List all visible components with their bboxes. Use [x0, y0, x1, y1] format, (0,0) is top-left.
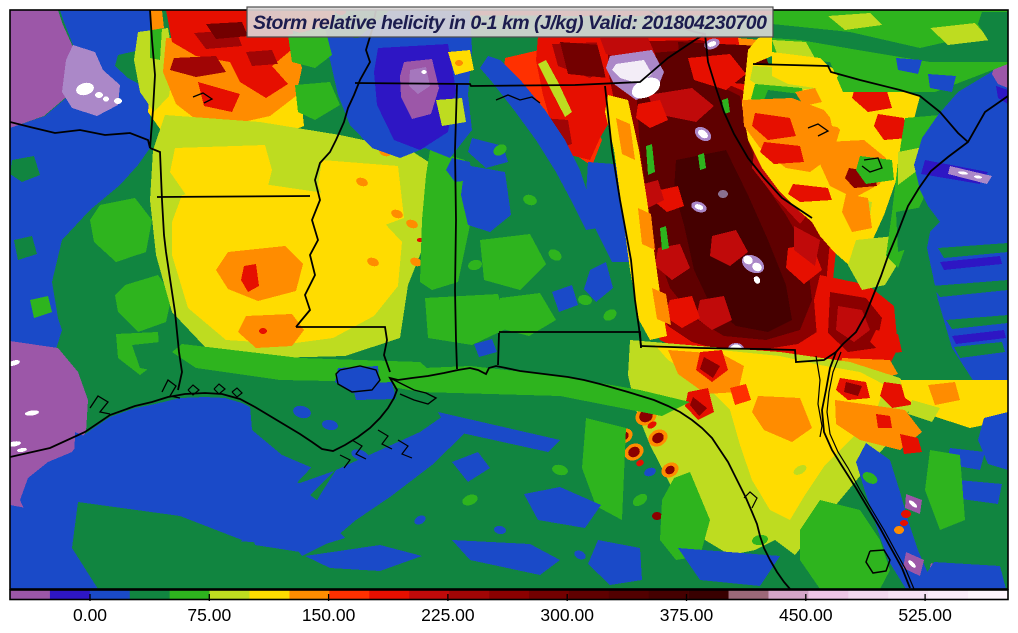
svg-text:0.00: 0.00: [73, 605, 107, 625]
svg-text:375.00: 375.00: [660, 605, 714, 625]
svg-text:75.00: 75.00: [187, 605, 231, 625]
svg-text:150.00: 150.00: [302, 605, 356, 625]
svg-text:225.00: 225.00: [421, 605, 475, 625]
svg-text:525.00: 525.00: [898, 605, 952, 625]
svg-text:Storm relative helicity in 0-1: Storm relative helicity in 0-1 km (J/kg)…: [253, 12, 767, 34]
svg-text:450.00: 450.00: [779, 605, 833, 625]
svg-text:300.00: 300.00: [540, 605, 594, 625]
